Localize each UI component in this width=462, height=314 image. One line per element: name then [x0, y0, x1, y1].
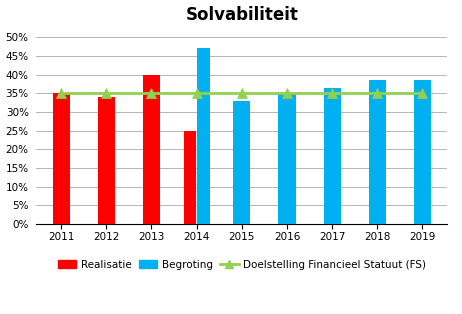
- Legend: Realisatie, Begroting, Doelstelling Financieel Statuut (FS): Realisatie, Begroting, Doelstelling Fina…: [54, 255, 430, 274]
- Bar: [183, 131, 196, 224]
- Bar: [323, 88, 340, 224]
- Bar: [197, 48, 210, 224]
- Bar: [143, 75, 160, 224]
- Bar: [53, 93, 70, 224]
- Bar: [233, 101, 250, 224]
- Title: Solvabiliteit: Solvabiliteit: [185, 6, 298, 24]
- Bar: [98, 97, 115, 224]
- Bar: [414, 80, 431, 224]
- Bar: [369, 80, 386, 224]
- Bar: [279, 93, 296, 224]
